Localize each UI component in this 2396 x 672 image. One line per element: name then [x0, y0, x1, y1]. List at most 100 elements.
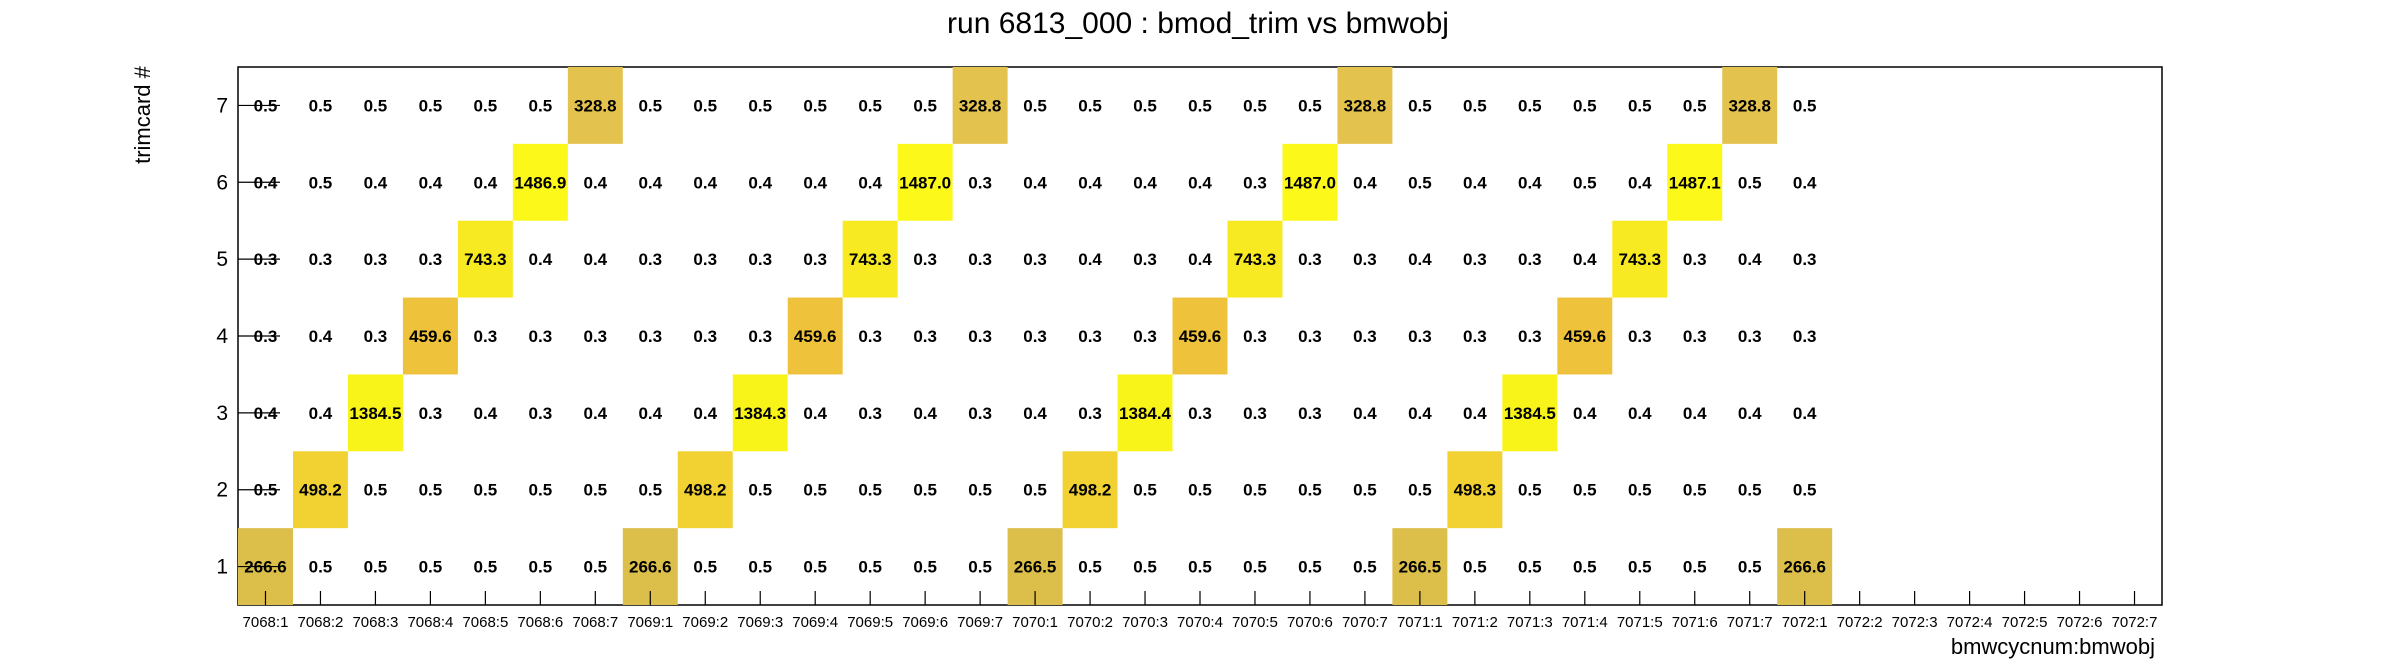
cell-value-label: 0.4	[1573, 250, 1597, 269]
cell-value-label: 0.4	[1628, 404, 1652, 423]
cell-value-label: 328.8	[1344, 96, 1387, 115]
heatmap-cell	[1062, 451, 1118, 529]
heatmap-cell	[567, 67, 623, 144]
cell-value-label: 0.5	[1243, 558, 1267, 577]
cell-value-label: 266.6	[1783, 558, 1826, 577]
y-axis-ticks: 1 2 3 4 5 6 7	[216, 94, 280, 579]
cell-value-label: 0.3	[638, 250, 662, 269]
cell-value-label: 0.4	[1628, 173, 1652, 192]
cell-value-label: 0.5	[364, 558, 388, 577]
y-tick-label: 4	[216, 325, 228, 348]
cell-value-label: 0.5	[419, 558, 443, 577]
x-tick-label: 7070:4	[1177, 614, 1223, 631]
cell-value-label: 743.3	[1234, 250, 1277, 269]
heatmap-cell	[897, 143, 953, 221]
cell-value-label: 0.5	[1463, 96, 1487, 115]
cell-value-label: 0.3	[1463, 250, 1487, 269]
cell-value-label: 0.5	[1683, 481, 1707, 500]
cell-value-label: 0.5	[858, 481, 882, 500]
x-tick-label: 7072:2	[1837, 614, 1883, 631]
cell-value-label: 0.3	[638, 327, 662, 346]
cell-value-label: 0.4	[1793, 404, 1817, 423]
cell-value-label: 0.5	[913, 96, 937, 115]
cell-value-label: 1486.9	[514, 173, 566, 192]
cell-value-label: 0.4	[1573, 404, 1597, 423]
cell-value-label: 0.5	[638, 96, 662, 115]
heatmap-cells: 266.6 0.5 0.5 0.5 0.5 0.5 0.5 266.6 0.5 0.5 0.5 0.5…	[238, 67, 1833, 605]
cell-value-label: 0.5	[1738, 173, 1762, 192]
cell-value-label: 0.4	[913, 404, 937, 423]
cell-value-label: 0.5	[583, 481, 607, 500]
cell-value-label: 1487.1	[1669, 173, 1721, 192]
cell-value-label: 743.3	[464, 250, 507, 269]
heatmap-cell	[512, 143, 568, 221]
x-tick-label: 7071:1	[1397, 614, 1443, 631]
cell-value-label: 1487.0	[1284, 173, 1336, 192]
heatmap-cell	[347, 374, 403, 452]
cell-value-label: 328.8	[1728, 96, 1771, 115]
cell-value-label: 0.5	[474, 558, 498, 577]
x-tick-label: 7072:6	[2057, 614, 2103, 631]
cell-value-label: 0.3	[693, 327, 717, 346]
cell-value-label: 0.4	[693, 173, 717, 192]
cell-value-label: 0.3	[1518, 250, 1542, 269]
cell-value-label: 0.4	[583, 250, 607, 269]
x-tick-label: 7071:2	[1452, 614, 1498, 631]
cell-value-label: 0.3	[364, 327, 388, 346]
cell-value-label: 0.3	[968, 327, 992, 346]
cell-value-label: 0.4	[1188, 173, 1212, 192]
y-tick-label: 6	[216, 171, 228, 194]
cell-value-label: 0.4	[364, 173, 388, 192]
cell-value-label: 0.5	[1573, 558, 1597, 577]
cell-value-label: 0.5	[968, 558, 992, 577]
cell-value-label: 0.3	[913, 250, 937, 269]
cell-value-label: 0.5	[1133, 481, 1157, 500]
heatmap-cell	[1667, 143, 1723, 221]
cell-value-label: 0.3	[1353, 250, 1377, 269]
cell-value-label: 0.5	[1683, 558, 1707, 577]
cell-value-label: 0.3	[1243, 327, 1267, 346]
x-tick-label: 7069:6	[902, 614, 948, 631]
cell-value-label: 0.3	[419, 404, 443, 423]
heatmap-cell	[457, 220, 513, 298]
cell-value-label: 266.6	[629, 558, 672, 577]
cell-value-label: 0.3	[1078, 327, 1102, 346]
cell-value-label: 0.5	[1298, 96, 1322, 115]
cell-value-label: 0.3	[529, 327, 553, 346]
heatmap-cell	[1337, 67, 1393, 144]
cell-value-label: 0.4	[419, 173, 443, 192]
cell-value-label: 0.4	[1353, 173, 1377, 192]
cell-value-label: 1384.4	[1119, 404, 1172, 423]
cell-value-label: 0.3	[1133, 250, 1157, 269]
cell-value-label: 0.4	[309, 404, 333, 423]
cell-value-label: 0.3	[1188, 404, 1212, 423]
cell-value-label: 0.3	[968, 250, 992, 269]
cell-value-label: 0.5	[529, 481, 553, 500]
x-tick-label: 7071:3	[1507, 614, 1553, 631]
x-tick-label: 7069:5	[847, 614, 893, 631]
cell-value-label: 0.5	[364, 481, 388, 500]
x-tick-label: 7068:3	[352, 614, 398, 631]
cell-value-label: 0.4	[858, 173, 882, 192]
cell-value-label: 0.5	[1628, 558, 1652, 577]
cell-value-label: 0.5	[1518, 481, 1542, 500]
heatmap-cell	[842, 220, 898, 298]
cell-value-label: 0.3	[693, 250, 717, 269]
cell-value-label: 0.5	[1628, 481, 1652, 500]
heatmap-cell	[1447, 451, 1503, 529]
cell-value-label: 0.3	[1023, 327, 1047, 346]
cell-value-label: 0.4	[638, 173, 662, 192]
x-tick-label: 7071:4	[1562, 614, 1608, 631]
cell-value-label: 743.3	[849, 250, 892, 269]
heatmap-cell	[952, 67, 1008, 144]
cell-value-label: 0.5	[1628, 96, 1652, 115]
x-tick-label: 7068:4	[407, 614, 453, 631]
cell-value-label: 0.5	[693, 96, 717, 115]
cell-value-label: 0.3	[1463, 327, 1487, 346]
cell-value-label: 0.3	[803, 250, 827, 269]
cell-value-label: 0.5	[748, 96, 772, 115]
cell-value-label: 0.3	[1628, 327, 1652, 346]
x-tick-label: 7068:2	[298, 614, 344, 631]
cell-value-label: 0.5	[803, 558, 827, 577]
